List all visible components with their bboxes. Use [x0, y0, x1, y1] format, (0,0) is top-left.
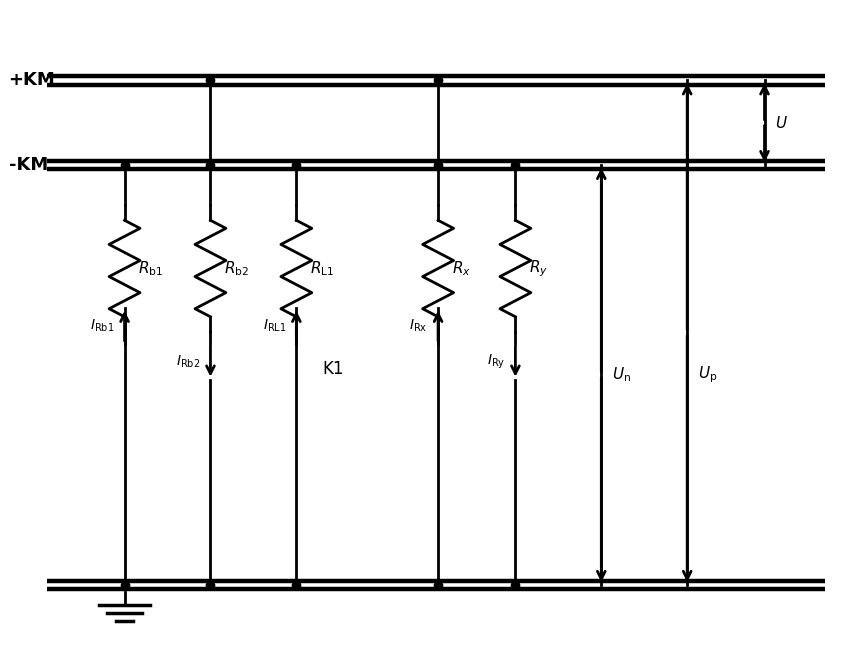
Text: $U$: $U$: [775, 115, 788, 131]
Text: K1: K1: [322, 360, 344, 378]
Text: $R_{\rm b1}$: $R_{\rm b1}$: [138, 259, 163, 278]
Text: $U_{\rm n}$: $U_{\rm n}$: [612, 366, 631, 384]
Text: $U_{\rm p}$: $U_{\rm p}$: [698, 365, 717, 385]
Text: $R_y$: $R_y$: [529, 258, 548, 279]
Text: $I_{\rm Rb2}$: $I_{\rm Rb2}$: [176, 353, 200, 370]
Text: $I_{\rm Rx}$: $I_{\rm Rx}$: [410, 318, 428, 334]
Text: $R_{\rm L1}$: $R_{\rm L1}$: [310, 259, 334, 278]
Text: $I_{\rm Ry}$: $I_{\rm Ry}$: [487, 352, 505, 371]
Text: -KM: -KM: [9, 156, 48, 174]
Text: $R_x$: $R_x$: [452, 259, 471, 278]
Text: +KM: +KM: [9, 72, 55, 89]
Text: $I_{\rm RL1}$: $I_{\rm RL1}$: [263, 318, 286, 334]
Text: $I_{\rm Rb1}$: $I_{\rm Rb1}$: [90, 318, 114, 334]
Text: $R_{\rm b2}$: $R_{\rm b2}$: [224, 259, 249, 278]
